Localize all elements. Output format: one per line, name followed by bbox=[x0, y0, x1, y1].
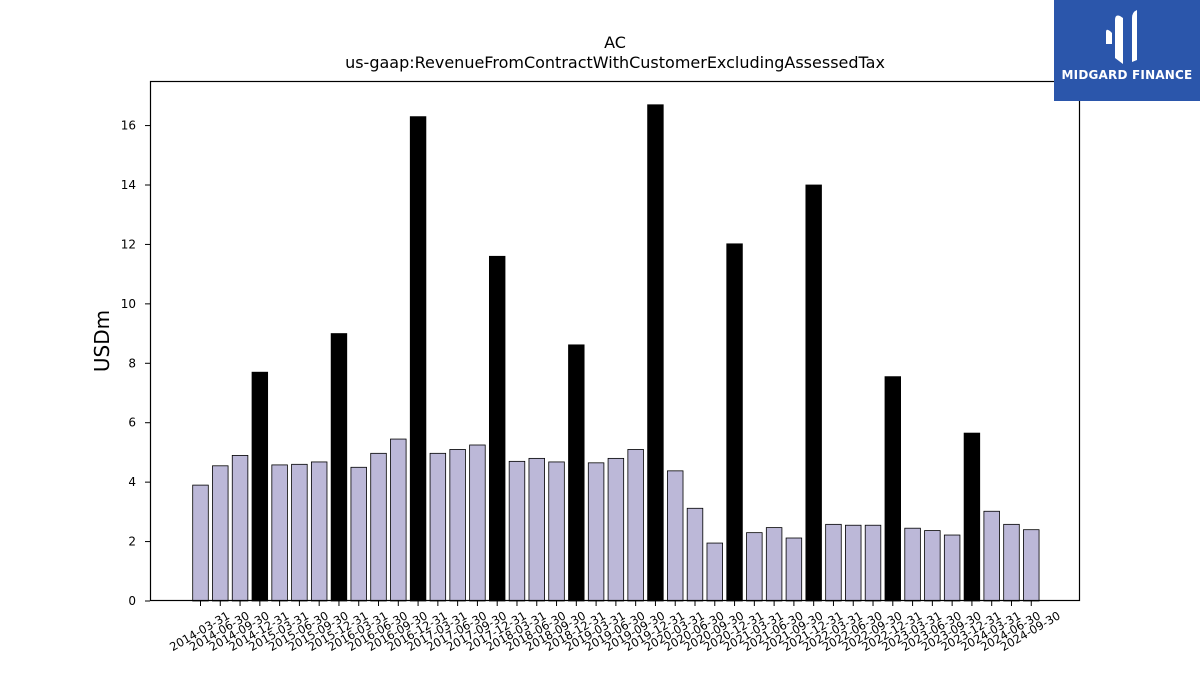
bars-group bbox=[192, 104, 1040, 602]
bar-2018-03-31 bbox=[508, 460, 526, 602]
bar-2021-09-30 bbox=[785, 537, 803, 602]
y-tick-label: 4 bbox=[128, 475, 136, 489]
bar-2015-03-31 bbox=[271, 464, 288, 602]
bar-2022-12-31 bbox=[884, 376, 902, 602]
bar-2018-09-30 bbox=[548, 461, 565, 602]
bar-2023-12-31 bbox=[963, 432, 981, 602]
y-tick-label: 12 bbox=[121, 237, 136, 251]
bar-2022-06-30 bbox=[845, 524, 862, 602]
bar-2024-09-30 bbox=[1023, 529, 1040, 602]
bar-2016-06-30 bbox=[370, 452, 387, 602]
bar-2016-03-31 bbox=[350, 466, 367, 602]
bar-2019-03-31 bbox=[587, 462, 605, 602]
bar-2020-03-31 bbox=[667, 470, 684, 602]
bar-2018-12-31 bbox=[568, 344, 585, 602]
bar-2017-09-30 bbox=[469, 444, 486, 602]
bar-2015-06-30 bbox=[291, 463, 308, 602]
bar-2019-12-31 bbox=[647, 104, 664, 602]
y-tick-label: 2 bbox=[128, 535, 136, 549]
bar-2024-03-31 bbox=[983, 510, 1000, 602]
bar-2017-12-31 bbox=[488, 255, 506, 602]
bar-2020-06-30 bbox=[686, 507, 704, 602]
bar-2015-12-31 bbox=[330, 333, 348, 602]
bar-2024-06-30 bbox=[1003, 523, 1020, 602]
bar-2017-06-30 bbox=[449, 449, 466, 602]
bar-2023-03-31 bbox=[904, 527, 921, 602]
bar-2014-06-30 bbox=[212, 465, 229, 602]
bar-2016-12-31 bbox=[409, 116, 427, 602]
logo-text: MIDGARD FINANCE bbox=[1061, 68, 1193, 82]
bar-2014-12-31 bbox=[251, 371, 269, 602]
bar-2019-09-30 bbox=[627, 449, 644, 602]
bar-2020-12-31 bbox=[726, 243, 743, 602]
y-tick-label: 8 bbox=[128, 356, 136, 370]
bar-2020-09-30 bbox=[706, 542, 723, 602]
bar-2018-06-30 bbox=[528, 457, 545, 602]
bar-2022-09-30 bbox=[864, 524, 882, 602]
chart-subtitle: us-gaap:RevenueFromContractWithCustomerE… bbox=[345, 53, 885, 72]
y-axis-label: USDm bbox=[90, 310, 114, 372]
chart-title: AC bbox=[604, 33, 626, 52]
y-tick-label: 10 bbox=[121, 297, 136, 311]
bar-2021-12-31 bbox=[805, 184, 822, 602]
y-tick-label: 0 bbox=[128, 594, 136, 608]
bar-2019-06-30 bbox=[607, 457, 625, 602]
bar-2023-06-30 bbox=[924, 530, 941, 602]
y-tick-label: 6 bbox=[128, 416, 136, 430]
bar-2014-09-30 bbox=[231, 454, 249, 602]
x-axis: 2014-03-312014-06-302014-09-302014-12-31… bbox=[167, 601, 1063, 654]
y-axis: 0 2 4 6 8 10 12 14 16 bbox=[121, 119, 150, 608]
bar-2017-03-31 bbox=[429, 452, 447, 602]
y-tick-label: 16 bbox=[121, 119, 136, 133]
bar-2015-09-30 bbox=[310, 461, 328, 602]
midgard-m-logo-icon bbox=[1106, 10, 1137, 64]
y-tick-label: 14 bbox=[121, 178, 136, 192]
plot-frame bbox=[149, 80, 1081, 602]
bar-2021-06-30 bbox=[765, 527, 783, 602]
bar-2023-09-30 bbox=[943, 534, 961, 602]
bar-2022-03-31 bbox=[825, 523, 842, 602]
bar-2014-03-31 bbox=[192, 484, 209, 602]
bar-2016-09-30 bbox=[390, 438, 407, 602]
bar-2021-03-31 bbox=[746, 532, 763, 602]
midgard-finance-logo: MIDGARD FINANCE bbox=[1054, 0, 1200, 101]
